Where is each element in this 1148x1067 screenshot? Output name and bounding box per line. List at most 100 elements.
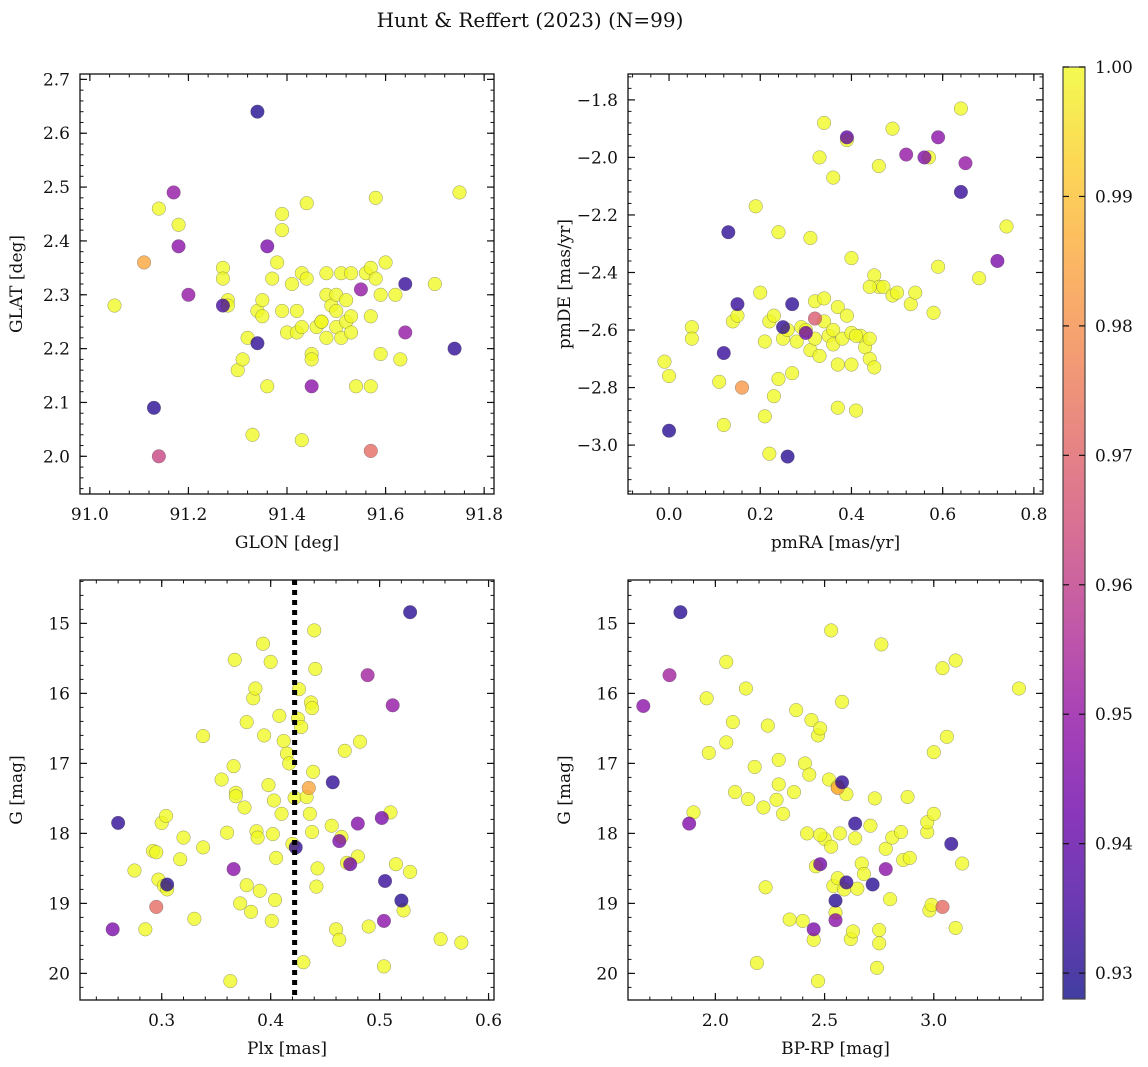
data-point [890,285,905,300]
data-point [1011,681,1027,696]
data-point [813,721,828,736]
data-point [839,875,854,890]
data-point [766,308,781,323]
data-point [766,389,781,404]
data-point [741,792,756,807]
y-tick-label: 17 [48,754,70,774]
data-point [337,743,352,758]
x-tick-label: 0.6 [929,505,956,525]
data-point [289,303,304,318]
data-point [166,185,181,200]
data-point [657,354,672,369]
data-point [830,357,845,372]
data-point [324,818,339,833]
y-tick-label: −1.8 [577,91,618,111]
data-point [181,287,196,302]
data-point [944,836,959,851]
data-point [826,170,841,185]
data-point [872,922,887,938]
data-point [931,130,946,145]
y-tick-label: 15 [48,614,70,634]
data-point [813,857,828,872]
x-tick-label: 0.6 [475,1011,502,1031]
data-point [325,775,340,790]
data-point [220,825,235,840]
panels: 91.0 91.2 91.4 91.6 91.82.02.12.22.32.42.52.… [7,70,1047,1059]
data-point [111,815,126,830]
data-point [264,913,279,928]
data-point [376,913,392,928]
panel-4: 2.0 2.5 3.0 15 16 17 18 19 20 BP-RP [mag] G [mag] [555,579,1044,1059]
data-point [727,785,743,800]
y-tick-label: 2.7 [43,70,70,90]
data-point [776,806,791,821]
data-point [789,334,804,349]
data-point [902,850,917,865]
data-point [363,309,378,324]
data-point [872,936,887,951]
y-tick-label: −2.0 [577,148,618,168]
data-point [378,255,393,270]
data-point [252,883,267,898]
data-point [227,652,242,667]
data-point [319,266,334,281]
data-point [373,287,388,302]
data-point [848,328,864,343]
data-point [146,400,161,415]
data-point [835,694,850,709]
data-point [844,251,859,266]
data-point [339,293,354,308]
data-point [269,850,284,865]
data-point [828,913,843,928]
data-point [908,285,923,300]
y-tick-label: 19 [48,894,70,914]
data-point [329,303,344,318]
data-point [226,759,241,774]
data-point [953,101,968,116]
data-point [769,792,784,807]
data-point [138,922,153,937]
data-point [719,654,734,669]
data-point [636,698,651,714]
data-point [452,185,467,200]
data-point [260,239,275,254]
data-point [782,912,797,927]
data-point [848,831,863,846]
data-point [999,219,1014,234]
data-point [304,379,319,394]
y-tick-label: 2.3 [43,286,70,306]
scatter-points [657,101,1014,464]
data-point [990,253,1005,269]
data-point [239,878,254,893]
data-point [771,752,786,767]
data-point [348,379,364,394]
data-point [255,636,271,651]
data-point [257,728,272,743]
x-tick-label: 3.0 [920,1011,947,1031]
data-point [378,873,393,889]
y-tick-label: 20 [596,964,618,984]
data-point [309,879,324,894]
data-point [863,818,878,833]
data-point [699,691,714,706]
data-point [294,719,309,735]
x-axis-label: BP-RP [mag] [781,1039,890,1059]
data-point [261,778,276,793]
x-tick-label: 0.5 [366,1011,393,1031]
data-point [332,834,347,849]
panel-3: 0.3 0.4 0.5 0.6 15 16 17 18 19 20 Plx [mas] G [mag] [7,579,502,1059]
colorbar-tick-label: 0.98 [1095,317,1133,337]
data-point [776,320,791,335]
data-point [265,827,280,842]
data-point [850,881,865,896]
data-point [839,308,854,323]
data-point [454,935,469,950]
data-point [747,759,762,774]
y-axis-label: GLAT [deg] [7,235,27,333]
data-point [385,698,400,713]
data-point [661,369,677,384]
colorbar-ticks: 0.93 0.94 0.95 0.96 0.97 0.98 0.99 1.00 [1063,58,1133,984]
x-axis-label: pmRA [mas/yr] [771,533,900,553]
data-point [107,298,122,313]
y-tick-label: 2.6 [43,124,70,144]
